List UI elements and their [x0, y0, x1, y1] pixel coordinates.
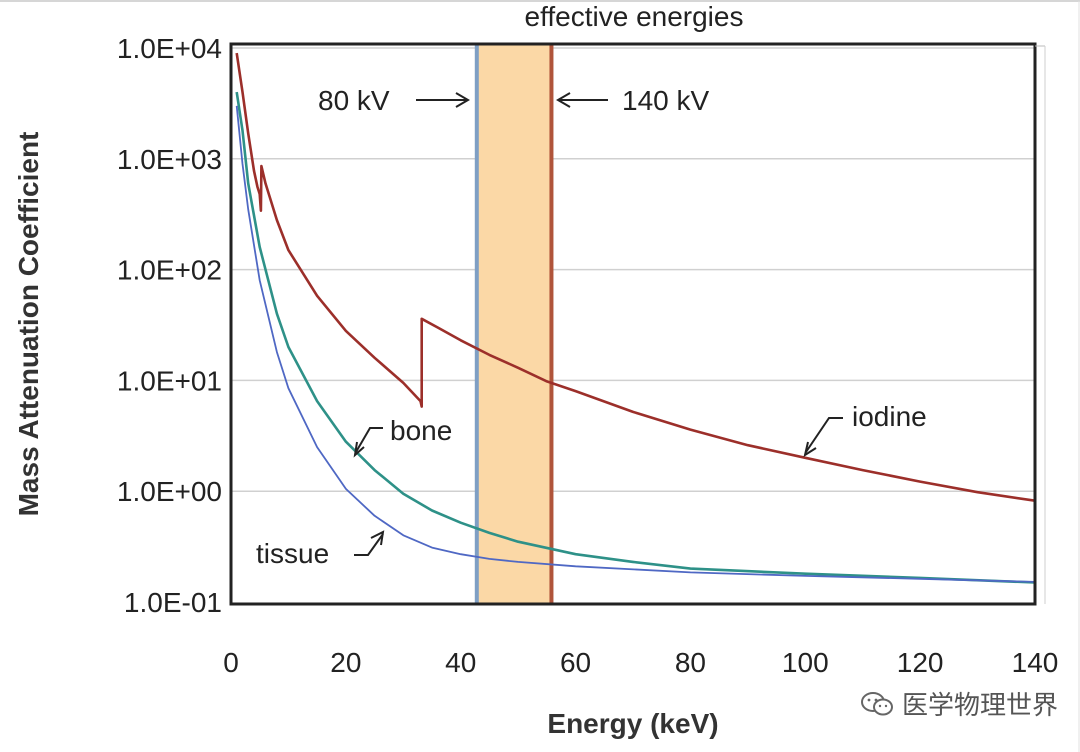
x-tick-label: 20: [330, 647, 361, 678]
band-fill: [476, 44, 552, 604]
series-lines: [235, 52, 1036, 584]
chart-title: effective energies: [525, 1, 744, 32]
x-tick-label: 0: [223, 647, 239, 678]
ref-label-140kv: 140 kV: [622, 85, 709, 116]
label-tissue: tissue: [256, 538, 329, 569]
x-axis-label: Energy (keV): [547, 708, 718, 739]
series-iodine: [235, 52, 1036, 502]
x-tick-label: 80: [675, 647, 706, 678]
y-tick-label: 1.0E+03: [117, 144, 222, 175]
y-tick-label: 1.0E+01: [117, 365, 222, 396]
y-tick-label: 1.0E+02: [117, 255, 222, 286]
series-tissue: [235, 105, 1036, 583]
series-labels: iodine bone tissue: [256, 401, 927, 569]
grid-lines: [231, 47, 1035, 492]
wechat-icon: [860, 691, 893, 715]
arrow-iodine: [803, 417, 843, 458]
plot-background: [231, 44, 1035, 604]
reference-labels: 80 kV 140 kV: [318, 85, 709, 116]
x-tick-label: 60: [560, 647, 591, 678]
axis-ticks: 1.0E-01 1.0E+00 1.0E+01 1.0E+02 1.0E+03 1.0E+…: [117, 33, 1058, 678]
x-tick-label: 120: [897, 647, 944, 678]
arrow-80kv: [416, 92, 470, 108]
x-tick-label: 100: [782, 647, 829, 678]
y-tick-label: 1.0E-01: [124, 587, 222, 618]
x-tick-label: 140: [1012, 647, 1059, 678]
effective-energy-band: [474, 44, 554, 604]
arrow-140kv: [556, 92, 608, 108]
x-tick-label: 40: [445, 647, 476, 678]
ref-label-80kv: 80 kV: [318, 85, 390, 116]
arrow-bone: [353, 427, 383, 458]
y-tick-label: 1.0E+04: [117, 33, 222, 64]
y-axis-label: Mass Attenuation Coefficient: [13, 132, 44, 517]
watermark: 医学物理世界: [860, 685, 1058, 722]
arrow-tissue: [354, 530, 385, 556]
plot-frame: [229, 42, 1046, 606]
y-tick-label: 1.0E+00: [117, 476, 222, 507]
series-bone: [235, 91, 1036, 584]
label-bone: bone: [390, 415, 452, 446]
label-iodine: iodine: [852, 401, 927, 432]
watermark-text: 医学物理世界: [901, 691, 1058, 721]
